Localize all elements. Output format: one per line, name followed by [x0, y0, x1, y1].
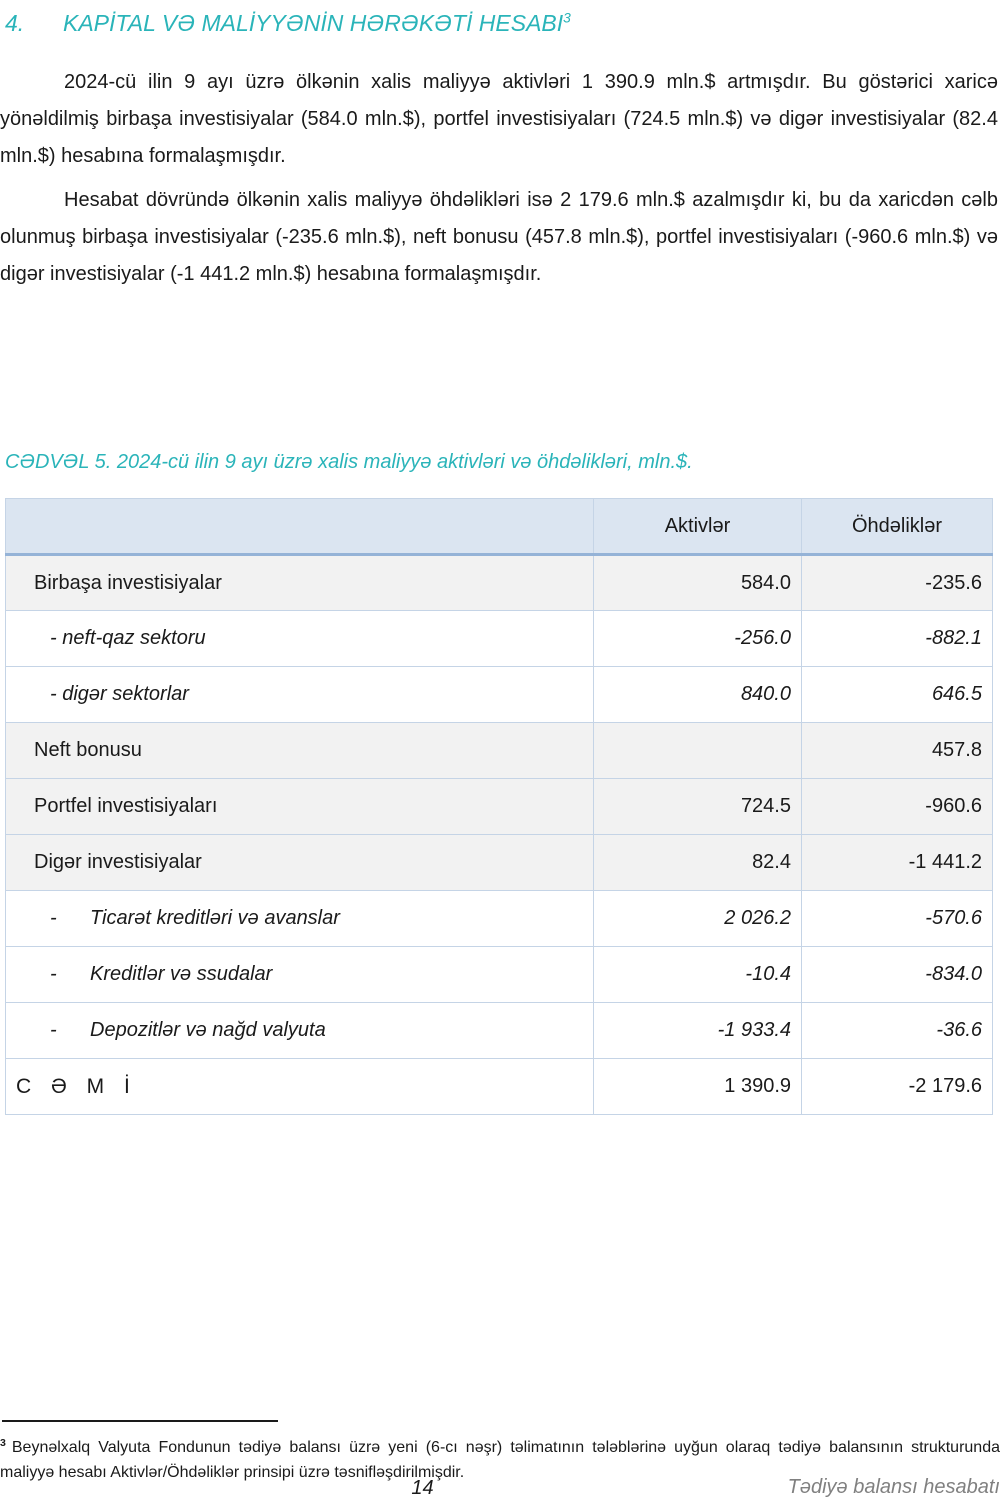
table-header-row: Aktivlər Öhdəliklər [5, 498, 993, 556]
cell-aktivler: 584.0 [593, 554, 802, 611]
section-number: 4. [5, 10, 25, 36]
cell-aktivler: -10.4 [593, 946, 802, 1003]
table-row: Neft bonusu 457.8 [5, 722, 993, 779]
table-header-aktivler: Aktivlər [593, 498, 802, 556]
table-header-ohdelikler: Öhdəliklər [801, 498, 993, 556]
paragraph: Hesabat dövründə ölkənin xalis maliyyə ö… [0, 189, 998, 285]
cell-ohdelikler: -834.0 [801, 946, 993, 1003]
page-number: 14 [411, 1477, 434, 1499]
footnote-separator [2, 1420, 278, 1422]
cell-ohdelikler: 646.5 [801, 666, 993, 723]
cell-aktivler: 2 026.2 [593, 890, 802, 947]
row-dash: - [50, 963, 57, 985]
row-label: - Depozitlər və nağd valyuta [5, 1002, 594, 1059]
cell-ohdelikler: 457.8 [801, 722, 993, 779]
paragraph: 2024-cü ilin 9 ayı üzrə ölkənin xalis ma… [0, 71, 998, 167]
cell-aktivler: 1 390.9 [593, 1058, 802, 1115]
row-label: - neft-qaz sektoru [5, 610, 594, 667]
cell-aktivler: 82.4 [593, 834, 802, 891]
table-row: - digər sektorlar 840.0 646.5 [5, 666, 993, 723]
table-row: Digər investisiyalar 82.4 -1 441.2 [5, 834, 993, 891]
section-heading: 4. KAPİTAL VƏ MALİYYƏNİN HƏRƏKƏTİ HESABI… [5, 10, 1000, 37]
body-text: 2024-cü ilin 9 ayı üzrə ölkənin xalis ma… [0, 64, 998, 300]
row-dash: - [50, 1019, 57, 1041]
cell-ohdelikler: -2 179.6 [801, 1058, 993, 1115]
cell-aktivler [593, 722, 802, 779]
table-row: Portfel investisiyaları 724.5 -960.6 [5, 778, 993, 835]
cell-aktivler: -256.0 [593, 610, 802, 667]
row-label: C Ə M İ [5, 1058, 594, 1115]
cell-aktivler: -1 933.4 [593, 1002, 802, 1059]
row-label-text: Kreditlər və ssudalar [90, 963, 273, 985]
table-row: Birbaşa investisiyalar 584.0 -235.6 [5, 554, 993, 611]
table-body: Birbaşa investisiyalar 584.0 -235.6- neft-… [5, 554, 993, 1115]
row-label-text: Depozitlər və nağd valyuta [90, 1019, 326, 1041]
heading-footnote-ref: 3 [563, 10, 571, 26]
cell-ohdelikler: -235.6 [801, 554, 993, 611]
cell-ohdelikler: -570.6 [801, 890, 993, 947]
cell-ohdelikler: -1 441.2 [801, 834, 993, 891]
footnote-marker: 3 [0, 1437, 6, 1449]
table-header-empty [5, 498, 594, 556]
table-row: - Kreditlər və ssudalar -10.4 -834.0 [5, 946, 993, 1003]
table-row: - Ticarət kreditləri və avanslar 2 026.2 -5… [5, 890, 993, 947]
financial-table: Aktivlər Öhdəliklər Birbaşa investisiyal… [5, 498, 993, 1115]
cell-aktivler: 840.0 [593, 666, 802, 723]
row-label: Digər investisiyalar [5, 834, 594, 891]
row-label: Portfel investisiyaları [5, 778, 594, 835]
table-caption: CƏDVƏL 5. 2024-cü ilin 9 ayı üzrə xalis … [5, 451, 693, 473]
row-label: Neft bonusu [5, 722, 594, 779]
row-label: Birbaşa investisiyalar [5, 554, 594, 611]
table-row: - Depozitlər və nağd valyuta -1 933.4 -36.6 [5, 1002, 993, 1059]
cell-ohdelikler: -882.1 [801, 610, 993, 667]
section-title: KAPİTAL VƏ MALİYYƏNİN HƏRƏKƏTİ HESABI3 [63, 10, 571, 36]
footnote-text: 3 Beynəlxalq Valyuta Fondunun tədiyə bala… [0, 1431, 1000, 1485]
row-label-text: Ticarət kreditləri və avanslar [90, 907, 340, 929]
cell-ohdelikler: -36.6 [801, 1002, 993, 1059]
row-dash: - [50, 907, 57, 929]
footnote-body: Beynəlxalq Valyuta Fondunun tədiyə balan… [0, 1439, 1000, 1482]
row-label: - Ticarət kreditləri və avanslar [5, 890, 594, 947]
row-label: - digər sektorlar [5, 666, 594, 723]
cell-ohdelikler: -960.6 [801, 778, 993, 835]
footer-report-title: Tədiyə balansı hesabatı [787, 1476, 1000, 1498]
cell-aktivler: 724.5 [593, 778, 802, 835]
table-row: - neft-qaz sektoru -256.0 -882.1 [5, 610, 993, 667]
row-label: - Kreditlər və ssudalar [5, 946, 594, 1003]
